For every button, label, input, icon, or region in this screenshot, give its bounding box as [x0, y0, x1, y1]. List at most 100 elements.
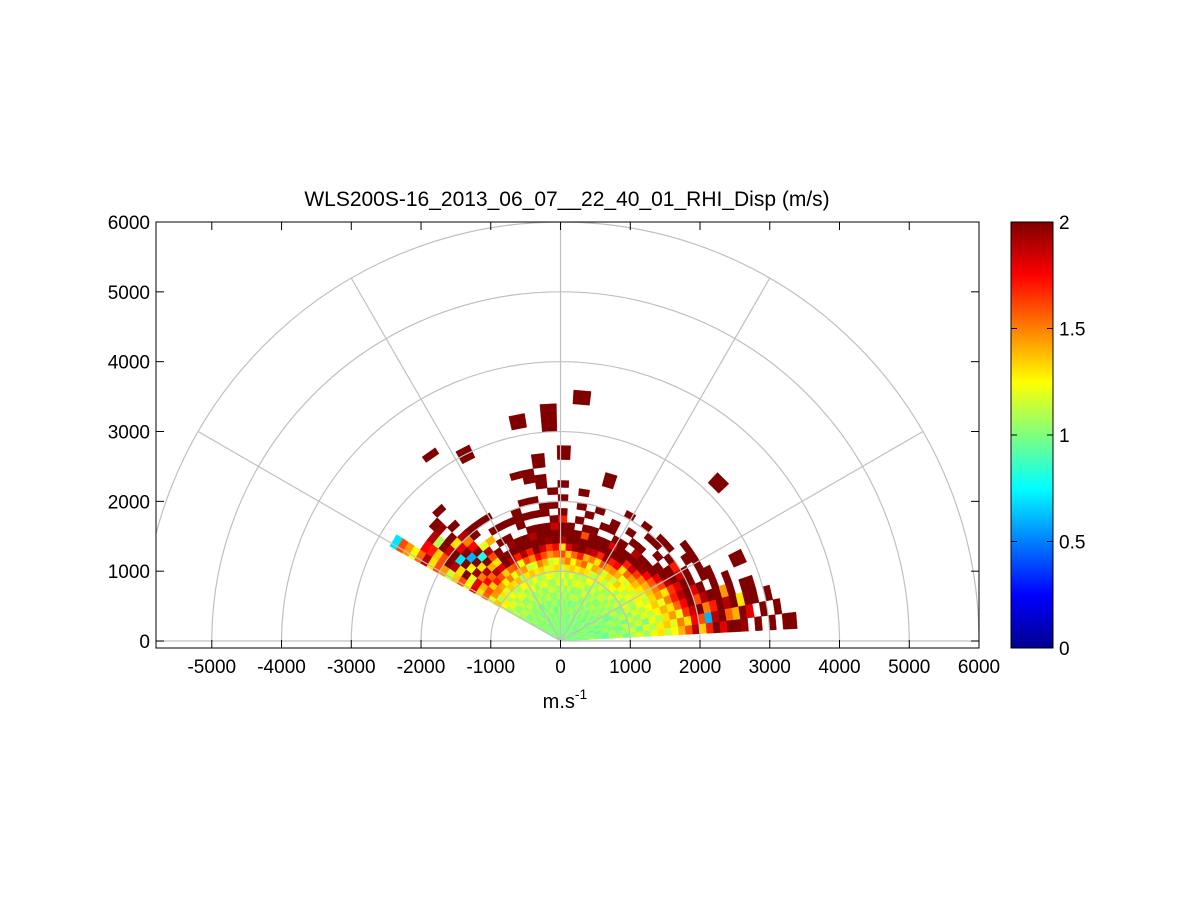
data-cell-r16-g17 — [598, 521, 610, 532]
plot-frame — [155, 221, 980, 649]
colorbar-tick-label: 0.5 — [1059, 533, 1085, 554]
spoke-30deg — [560, 430, 924, 642]
y-tick-label: 0 — [139, 632, 150, 653]
data-cell-r29-g18 — [488, 524, 500, 536]
plot-area: -5000 -4000 -3000 -2000 -1000 0 1000 2000 3000 40… — [108, 213, 1000, 678]
colorbar-tick-label: 2 — [1059, 213, 1070, 234]
data-cell-r0-g14 — [657, 628, 666, 637]
data-cell-r5-g23 — [703, 564, 715, 579]
data-cell-r20-g6 — [562, 591, 567, 600]
data-cell-r22-g31 — [540, 417, 558, 426]
data-cell-r23-g14 — [543, 536, 553, 545]
data-cell-r20-g14 — [565, 536, 574, 545]
data-cell-r15-g18 — [609, 518, 621, 530]
data-cell-r1-g31 — [772, 598, 783, 615]
data-cell-r0-g21 — [705, 622, 715, 634]
x-tick-label: 5000 — [888, 657, 930, 678]
data-cell-r0-g24 — [726, 619, 735, 633]
data-cell-r23-g15 — [542, 529, 552, 538]
data-cell-r24-g18 — [530, 509, 542, 519]
data-cell-r22-g10 — [553, 563, 560, 572]
x-tick-label: -4000 — [257, 657, 306, 678]
data-cell-r21-g15 — [558, 529, 567, 537]
data-cell-r21-g22 — [557, 480, 570, 488]
data-cell-r13-g18 — [624, 527, 637, 539]
data-cell-r21-g18 — [557, 508, 568, 516]
data-cell-r0-g22 — [712, 621, 721, 634]
x-tick-label: 4000 — [818, 657, 860, 678]
data-cell-r22-g15 — [550, 529, 559, 537]
x-tick-label: 1000 — [609, 657, 651, 678]
y-tick-label: 6000 — [108, 213, 150, 234]
data-cell-r21-g27 — [556, 445, 571, 453]
axis-ticks: -5000 -4000 -3000 -2000 -1000 0 1000 2000 3000 40… — [108, 213, 1000, 678]
data-cell-r23-g13 — [545, 543, 553, 552]
data-cell-r0-g16 — [671, 626, 680, 636]
data-cell-r22-g19 — [548, 501, 559, 510]
data-cell-r20-g7 — [562, 584, 568, 593]
data-cell-r0-g28 — [754, 616, 763, 632]
y-tick-label: 5000 — [108, 283, 150, 304]
colorbar-ticks: 0 0.5 1 1.5 2 — [1011, 213, 1085, 660]
data-cell-r30-g32 — [421, 447, 440, 463]
data-cell-r4-g25 — [720, 569, 733, 585]
data-cell-r33-g24 — [428, 517, 443, 532]
data-cell-r23-g18 — [539, 508, 550, 518]
data-cell-r19-g13 — [571, 543, 580, 553]
x-tick-label: -1000 — [466, 657, 515, 678]
data-cell-r20-g9 — [563, 571, 570, 579]
data-cell-r1-g15 — [662, 619, 672, 629]
data-cell-r20-g11 — [564, 557, 571, 566]
x-axis-label: m.s-1 — [543, 686, 588, 713]
data-cell-r0-g13 — [650, 628, 659, 637]
data-cell-r20-g16 — [566, 522, 576, 531]
y-tick-label: 1000 — [108, 562, 150, 583]
x-tick-label: -2000 — [397, 657, 446, 678]
colorbar-tick-label: 0 — [1059, 639, 1070, 660]
y-tick-label: 3000 — [108, 423, 150, 444]
data-cell-r21-g20 — [557, 494, 569, 502]
data-cell-r20-g5 — [562, 598, 566, 607]
data-cell-r19-g21 — [578, 488, 591, 498]
data-cell-r23-g23 — [534, 473, 547, 483]
data-cell-r20-g12 — [564, 550, 572, 559]
data-cell-r5-g28 — [734, 548, 747, 565]
data-cell-r20-g8 — [563, 578, 569, 586]
data-cell-r22-g11 — [552, 556, 560, 565]
data-cell-r21-g13 — [558, 543, 566, 551]
data-cell-r21-g14 — [558, 536, 567, 544]
data-cell-r21-g26 — [556, 452, 571, 460]
data-cell-r20-g10 — [563, 564, 571, 572]
data-cell-r0-g33 — [788, 611, 798, 630]
x-tick-label: 6000 — [958, 657, 1000, 678]
data-cell-r0-g25 — [733, 618, 742, 633]
data-cell-r21-g16 — [558, 522, 567, 530]
x-tick-label: -5000 — [187, 657, 236, 678]
data-cell-r36-g27 — [389, 534, 403, 550]
data-cell-r0-g23 — [719, 620, 728, 633]
data-cell-r20-g35 — [573, 389, 592, 399]
data-cell-r24-g32 — [508, 413, 526, 424]
colorbar: 0 0.5 1 1.5 2 — [1010, 213, 1085, 660]
data-layer — [389, 389, 798, 642]
data-cell-r10-g32 — [712, 472, 730, 489]
chart-title: WLS200S-16_2013_06_07__22_40_01_RHI_Disp… — [304, 188, 829, 211]
data-cell-r19-g11 — [569, 557, 577, 566]
data-cell-r17-g24 — [603, 472, 618, 483]
data-cell-r19-g12 — [570, 550, 579, 560]
data-cell-r0-g15 — [664, 627, 673, 636]
data-cell-r21-g12 — [558, 549, 566, 558]
data-cell-r21-g17 — [558, 515, 568, 523]
y-tick-label: 2000 — [108, 492, 150, 513]
x-tick-label: -3000 — [327, 657, 376, 678]
data-cell-r20-g13 — [565, 543, 573, 552]
x-tick-label: 2000 — [679, 657, 721, 678]
data-cell-r19-g17 — [574, 515, 585, 525]
data-cell-r0-g18 — [684, 624, 694, 635]
colorbar-gradient — [1011, 222, 1053, 648]
data-cell-r23-g26 — [530, 452, 545, 462]
spoke-60deg — [560, 277, 771, 642]
spoke-120deg — [350, 277, 562, 642]
data-cell-r19-g15 — [573, 529, 583, 539]
